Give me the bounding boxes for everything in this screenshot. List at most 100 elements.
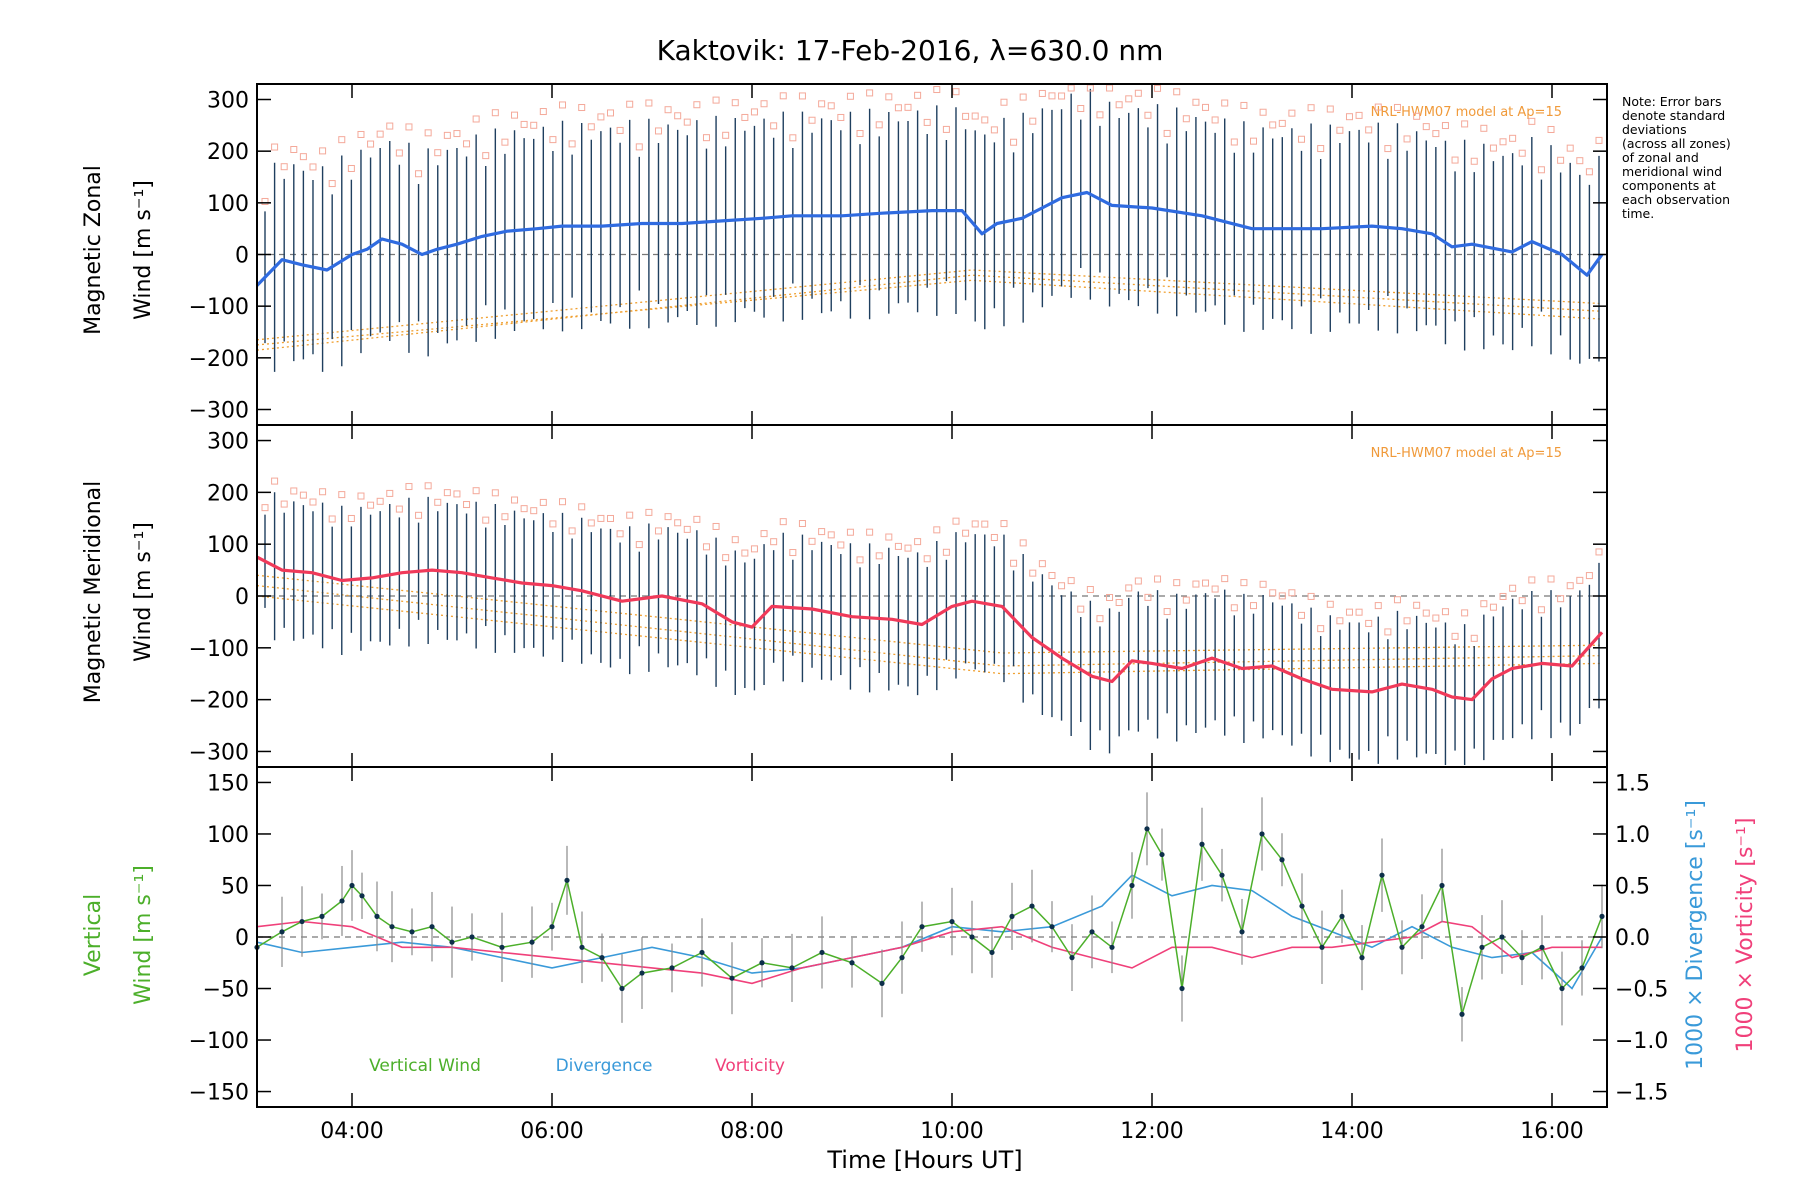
zonal-y-tick-label: 0 [235, 244, 249, 269]
vertical-wind-point [849, 960, 855, 966]
zonal-zone-sample [1345, 113, 1353, 121]
zonal-mean-line [255, 190, 1604, 287]
right-axis-tick-label: 0.5 [1615, 874, 1650, 899]
zonal-zone-sample [578, 104, 586, 112]
vertical-wind-point [279, 929, 285, 935]
zonal-zone-sample [1278, 119, 1286, 127]
merid-zone-sample [1029, 569, 1037, 577]
vertical-wind-point [564, 877, 570, 883]
vertical-wind-point [1219, 872, 1225, 878]
vertical-wind-point [1049, 924, 1055, 930]
merid-zone-sample [290, 487, 298, 495]
zonal-zone-sample [405, 123, 413, 131]
merid-zone-sample [415, 511, 423, 519]
zonal-model-curve [256, 274, 1603, 351]
merid-zone-sample [1106, 593, 1114, 601]
zonal-y-tick-label: −200 [189, 347, 249, 372]
legend-divergence: Divergence [556, 1056, 653, 1076]
zonal-zone-sample [654, 127, 662, 135]
zonal-zone-sample [1134, 89, 1142, 97]
zonal-zone-sample [424, 129, 432, 137]
merid-zone-sample [1576, 576, 1584, 584]
meridional-wind-panel: Magnetic Meridional Wind [m s⁻¹] NRL-HWM… [81, 424, 1608, 768]
merid-zone-sample [1557, 595, 1565, 603]
zonal-zone-sample [280, 163, 288, 171]
zonal-zone-sample [1384, 145, 1392, 153]
zonal-zone-sample [770, 122, 778, 130]
zonal-zone-sample [606, 109, 614, 117]
zonal-zone-sample [1211, 116, 1219, 124]
zonal-zone-sample [1336, 126, 1344, 134]
merid-zone-sample [1566, 582, 1574, 590]
note-line: Note: Error bars [1622, 94, 1721, 109]
merid-zone-sample [559, 498, 567, 506]
zonal-zone-sample [511, 111, 519, 119]
zonal-zone-sample [952, 88, 960, 96]
vertical-wind-point [969, 934, 975, 940]
vertical-wind-point [699, 949, 705, 956]
zonal-zone-sample [1221, 99, 1229, 107]
vertical-wind-point [469, 934, 475, 940]
zonal-zone-sample [722, 131, 730, 139]
merid-zone-sample [1144, 593, 1152, 601]
merid-zone-sample [328, 515, 336, 523]
zonal-zone-sample [261, 197, 269, 205]
merid-zone-sample [491, 489, 499, 497]
merid-zone-sample [952, 517, 960, 525]
merid-zone-sample [981, 520, 989, 528]
merid-zone-sample [1192, 580, 1200, 588]
zonal-zone-sample [1547, 125, 1555, 133]
merid-zone-sample [1278, 592, 1286, 600]
merid-zone-sample [1067, 577, 1075, 585]
zonal-zone-sample [1355, 111, 1363, 119]
merid-y-tick-label: 300 [207, 430, 249, 455]
merid-zone-sample [1000, 520, 1008, 528]
zonal-zone-sample [1269, 121, 1277, 129]
merid-zone-sample [309, 498, 317, 506]
vertical-wind-point [1539, 944, 1545, 950]
meridional-ylabel-line1: Magnetic Meridional [81, 481, 106, 703]
zonal-model-curve [256, 279, 1603, 346]
vertical-wind-point [729, 975, 735, 981]
note-line: time. [1622, 206, 1654, 221]
merid-zone-sample [770, 538, 778, 546]
zonal-zone-sample [1374, 103, 1382, 111]
note-line: denote standard [1622, 108, 1725, 123]
zonal-zone-sample [616, 126, 624, 134]
divergence-line [256, 874, 1603, 990]
merid-zone-sample [511, 496, 519, 504]
right-axis-tick-label: 0.0 [1615, 926, 1650, 951]
merid-zone-sample [1461, 609, 1469, 617]
vert-y-tick-label: 50 [221, 874, 249, 899]
vertical-wind-point [319, 913, 325, 919]
zonal-zone-sample [1470, 157, 1478, 165]
merid-zone-sample [376, 497, 384, 505]
merid-zone-sample [1307, 592, 1315, 600]
zonal-zone-sample [1307, 104, 1315, 112]
merid-zone-sample [789, 549, 797, 557]
divergence-ylabel: 1000 × Divergence [s⁻¹] [1683, 800, 1708, 1070]
vertical-wind-point [1499, 934, 1505, 940]
merid-zone-sample [808, 537, 816, 545]
merid-zone-sample [1413, 601, 1421, 609]
merid-zone-sample [1096, 615, 1104, 623]
merid-zone-sample [616, 530, 624, 538]
merid-zone-sample [1163, 608, 1171, 616]
merid-zone-sample [1250, 602, 1258, 610]
merid-zone-sample [472, 487, 480, 495]
x-tick-label: 12:00 [1120, 1119, 1183, 1144]
merid-zone-sample [501, 513, 509, 521]
zonal-model-curve [256, 269, 1603, 341]
merid-zone-sample [971, 520, 979, 528]
merid-zone-sample [846, 528, 854, 536]
merid-zone-sample [386, 489, 394, 497]
zonal-zone-sample [962, 112, 970, 120]
zonal-model-annotation: NRL-HWM07 model at Ap=15 [1371, 105, 1562, 120]
zonal-zone-sample [501, 138, 509, 146]
zonal-zone-sample [549, 136, 557, 144]
merid-zone-sample [261, 504, 269, 512]
vertical-wind-point [639, 970, 645, 976]
note-line: each observation [1622, 192, 1730, 207]
vertical-wind-point [1359, 955, 1365, 961]
